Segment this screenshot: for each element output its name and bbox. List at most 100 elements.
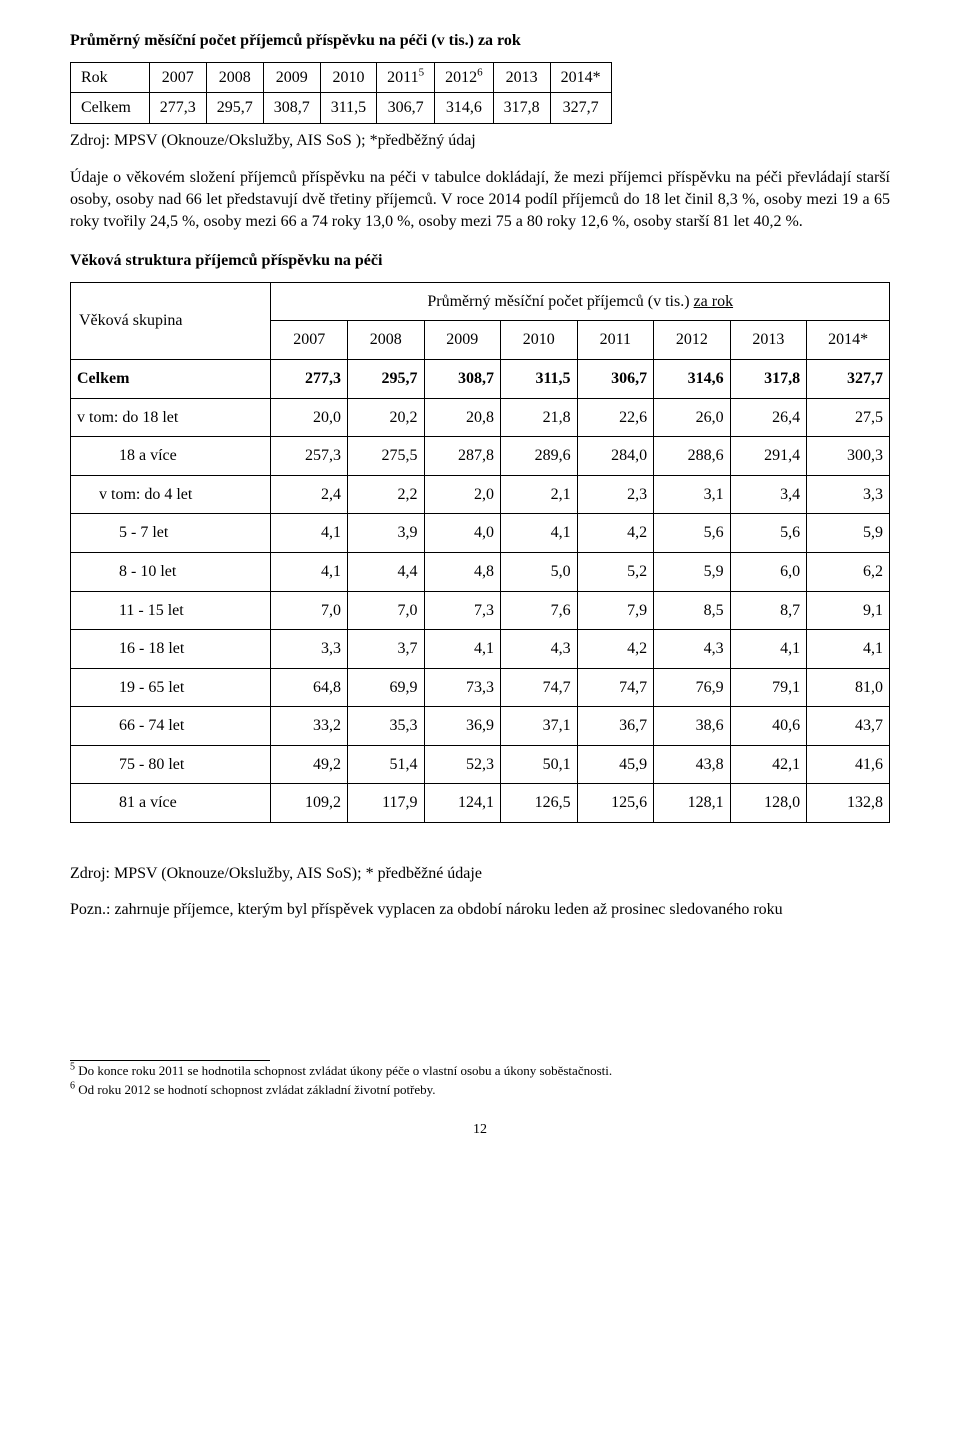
cell: 3,1 xyxy=(654,475,731,514)
cell: 79,1 xyxy=(730,668,807,707)
cell: 4,1 xyxy=(807,630,890,669)
cell: 33,2 xyxy=(271,707,348,746)
cell: 3,9 xyxy=(347,514,424,553)
cell: 117,9 xyxy=(347,784,424,823)
cell: 73,3 xyxy=(424,668,501,707)
table1-year-6: 2013 xyxy=(493,62,550,93)
cell: 51,4 xyxy=(347,745,424,784)
cell: 7,6 xyxy=(501,591,578,630)
cell: 36,9 xyxy=(424,707,501,746)
cell: 3,7 xyxy=(347,630,424,669)
cell: 64,8 xyxy=(271,668,348,707)
cell: 26,4 xyxy=(730,398,807,437)
table1-year-1: 2008 xyxy=(206,62,263,93)
row-label: 16 - 18 let xyxy=(71,630,271,669)
table-row: v tom: do 4 let2,42,22,02,12,33,13,43,3 xyxy=(71,475,890,514)
table-row: 81 a více109,2117,9124,1126,5125,6128,11… xyxy=(71,784,890,823)
table1-cell: 277,3 xyxy=(149,93,206,124)
row-label: 75 - 80 let xyxy=(71,745,271,784)
table-row: 11 - 15 let7,07,07,37,67,98,58,79,1 xyxy=(71,591,890,630)
cell: 3,3 xyxy=(807,475,890,514)
table2-year: 2012 xyxy=(654,321,731,360)
cell: 289,6 xyxy=(501,437,578,476)
cell: 81,0 xyxy=(807,668,890,707)
cell: 20,2 xyxy=(347,398,424,437)
cell: 3,4 xyxy=(730,475,807,514)
cell: 5,9 xyxy=(654,552,731,591)
cell: 4,1 xyxy=(730,630,807,669)
cell: 5,6 xyxy=(654,514,731,553)
table-row: v tom: do 18 let20,020,220,821,822,626,0… xyxy=(71,398,890,437)
table2-year: 2014* xyxy=(807,321,890,360)
table1-year-4: 20115 xyxy=(377,62,435,93)
cell: 124,1 xyxy=(424,784,501,823)
table-row: 8 - 10 let4,14,44,85,05,25,96,06,2 xyxy=(71,552,890,591)
cell: 284,0 xyxy=(577,437,654,476)
cell: 7,3 xyxy=(424,591,501,630)
cell: 4,0 xyxy=(424,514,501,553)
cell: 311,5 xyxy=(501,359,578,398)
cell: 7,0 xyxy=(347,591,424,630)
table2-title: Věková struktura příjemců příspěvku na p… xyxy=(70,250,890,272)
row-label: Celkem xyxy=(71,359,271,398)
cell: 308,7 xyxy=(424,359,501,398)
row-label: 11 - 15 let xyxy=(71,591,271,630)
table1-cell: 306,7 xyxy=(377,93,435,124)
row-label: v tom: do 4 let xyxy=(71,475,271,514)
cell: 2,3 xyxy=(577,475,654,514)
cell: 132,8 xyxy=(807,784,890,823)
cell: 5,6 xyxy=(730,514,807,553)
cell: 4,2 xyxy=(577,514,654,553)
table1-cell: 314,6 xyxy=(435,93,494,124)
cell: 257,3 xyxy=(271,437,348,476)
cell: 109,2 xyxy=(271,784,348,823)
table2-year: 2008 xyxy=(347,321,424,360)
cell: 9,1 xyxy=(807,591,890,630)
cell: 327,7 xyxy=(807,359,890,398)
cell: 6,0 xyxy=(730,552,807,591)
cell: 2,1 xyxy=(501,475,578,514)
table2: Věková skupina Průměrný měsíční počet př… xyxy=(70,282,890,823)
cell: 306,7 xyxy=(577,359,654,398)
footnote-5: 5 Do konce roku 2011 se hodnotila schopn… xyxy=(70,1063,890,1080)
cell: 291,4 xyxy=(730,437,807,476)
table1-cell: 317,8 xyxy=(493,93,550,124)
cell: 35,3 xyxy=(347,707,424,746)
cell: 126,5 xyxy=(501,784,578,823)
cell: 2,0 xyxy=(424,475,501,514)
cell: 50,1 xyxy=(501,745,578,784)
table2-year: 2009 xyxy=(424,321,501,360)
table2-year: 2010 xyxy=(501,321,578,360)
cell: 20,8 xyxy=(424,398,501,437)
cell: 76,9 xyxy=(654,668,731,707)
cell: 74,7 xyxy=(501,668,578,707)
cell: 45,9 xyxy=(577,745,654,784)
footnote-divider xyxy=(70,1060,270,1061)
table-row: 66 - 74 let33,235,336,937,136,738,640,64… xyxy=(71,707,890,746)
page-number: 12 xyxy=(70,1121,890,1140)
cell: 6,2 xyxy=(807,552,890,591)
cell: 277,3 xyxy=(271,359,348,398)
table2-corner: Věková skupina xyxy=(71,282,271,359)
table-row: 16 - 18 let3,33,74,14,34,24,34,14,1 xyxy=(71,630,890,669)
cell: 4,4 xyxy=(347,552,424,591)
table1-rowlabel: Celkem xyxy=(71,93,150,124)
cell: 2,4 xyxy=(271,475,348,514)
cell: 295,7 xyxy=(347,359,424,398)
table2-year: 2011 xyxy=(577,321,654,360)
cell: 275,5 xyxy=(347,437,424,476)
cell: 5,2 xyxy=(577,552,654,591)
cell: 42,1 xyxy=(730,745,807,784)
table1-cell: 327,7 xyxy=(550,93,611,124)
cell: 22,6 xyxy=(577,398,654,437)
row-label: 5 - 7 let xyxy=(71,514,271,553)
table1-header-label: Rok xyxy=(71,62,150,93)
cell: 125,6 xyxy=(577,784,654,823)
table1-year-2: 2009 xyxy=(263,62,320,93)
cell: 49,2 xyxy=(271,745,348,784)
table-row: Celkem277,3295,7308,7311,5306,7314,6317,… xyxy=(71,359,890,398)
cell: 8,7 xyxy=(730,591,807,630)
table1-data-row: Celkem 277,3 295,7 308,7 311,5 306,7 314… xyxy=(71,93,612,124)
cell: 37,1 xyxy=(501,707,578,746)
cell: 2,2 xyxy=(347,475,424,514)
